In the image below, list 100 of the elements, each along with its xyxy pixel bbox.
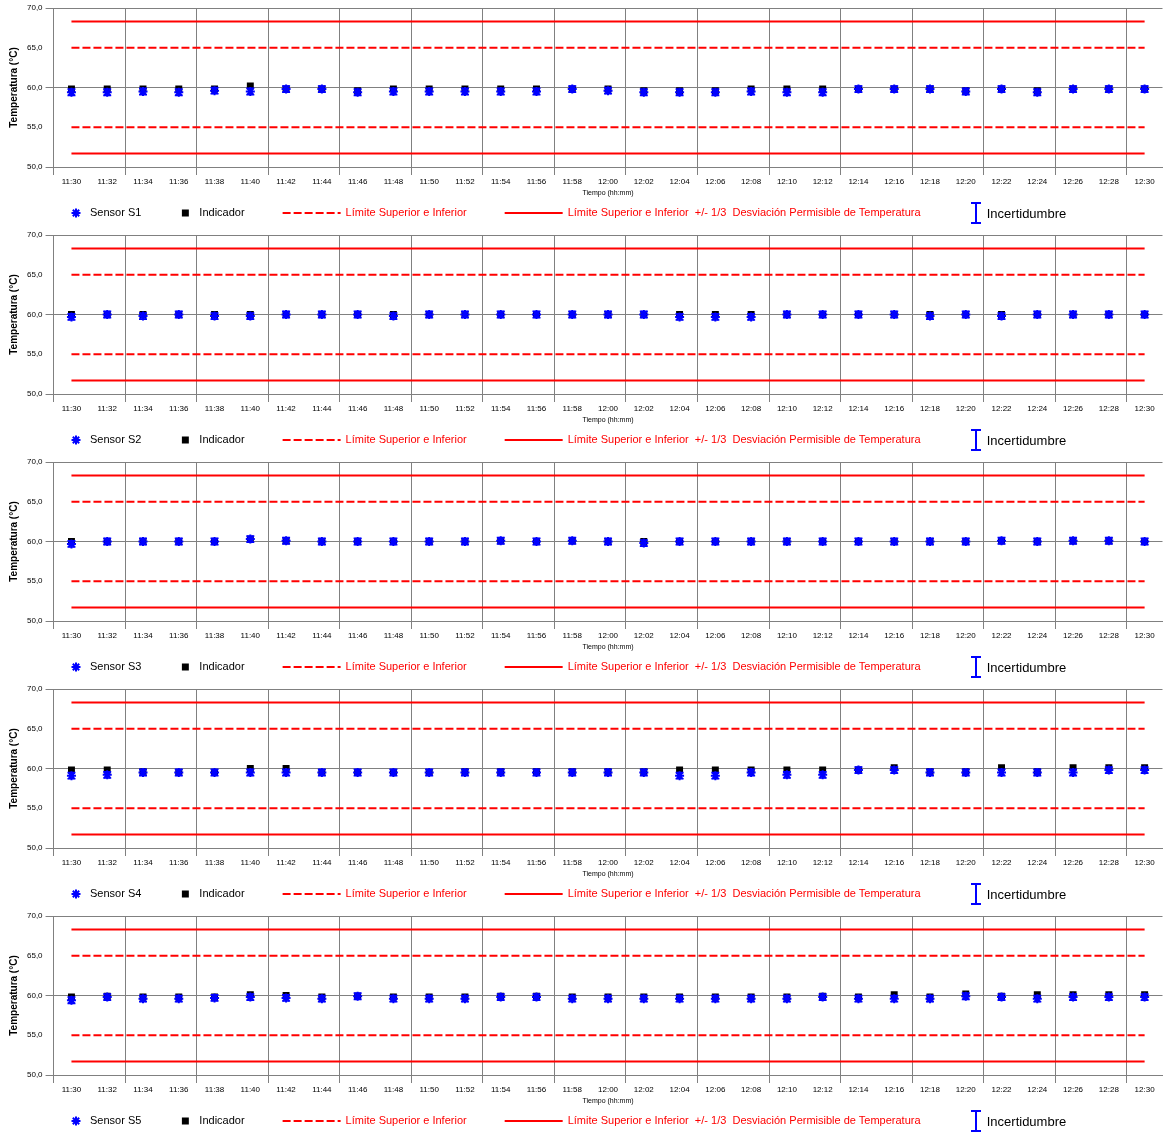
x-tick-label: 11:56 [526,631,547,640]
x-tick-label: 11:36 [169,404,190,413]
x-tick-label: 12:22 [991,1085,1013,1094]
y-tick-label: 60,0 [26,82,44,92]
x-tick-label: 12:20 [955,1085,977,1094]
x-tick-label: 11:56 [526,1085,547,1094]
x-tick-label: 11:54 [491,631,511,640]
x-tick-label: 12:06 [705,631,726,640]
x-tick-label: 11:54 [491,177,511,186]
x-tick-label: 11:52 [455,858,476,867]
x-tick-label: 12:30 [1134,858,1156,867]
x-tick-label: 11:46 [347,404,368,413]
x-tick-label: 11:50 [419,1085,440,1094]
x-tick-label: 11:36 [169,177,190,186]
x-tick-label: 11:48 [383,631,404,640]
x-tick-label: 12:00 [598,858,619,867]
x-tick-label: 12:14 [848,177,869,186]
x-tick-label: 11:30 [61,631,82,640]
y-tick-label: 70,0 [26,3,44,13]
x-tick-label: 11:58 [562,404,583,413]
x-tick-label: 11:56 [526,404,547,413]
x-tick-label: 11:40 [240,1085,261,1094]
x-tick-label: 12:30 [1134,404,1156,413]
y-tick-label: 55,0 [26,122,44,132]
y-tick-label: 65,0 [26,950,44,960]
x-tick-label: 12:06 [705,177,726,186]
x-tick-label: 12:02 [633,858,655,867]
x-tick-label: 12:22 [991,631,1013,640]
y-tick-label: 65,0 [26,723,44,733]
x-tick-label: 12:16 [884,858,905,867]
x-tick-label: 12:22 [991,177,1013,186]
x-tick-label: 11:34 [133,404,154,413]
x-tick-label: 11:48 [383,858,404,867]
x-tick-label: 12:28 [1098,858,1120,867]
x-tick-label: 11:50 [419,631,440,640]
x-tick-label: 12:18 [919,858,941,867]
x-tick-label: 12:02 [633,404,655,413]
x-tick-label: 12:10 [776,631,798,640]
x-tick-label: 12:24 [1027,404,1048,413]
x-tick-label: 11:34 [133,631,154,640]
y-tick-label: 50,0 [26,1070,44,1080]
text: Límite Superior e Inferior [345,206,468,219]
y-tick-label: 70,0 [26,457,44,467]
x-tick-label: 11:30 [61,858,82,867]
legend-label: Sensor S2 [90,433,142,446]
x-tick-label: 12:12 [812,858,834,867]
x-tick-label: 12:10 [776,1085,798,1094]
x-tick-label: 11:46 [347,1085,368,1094]
x-tick-label: 11:58 [562,1085,583,1094]
x-tick-label: 12:30 [1134,1085,1156,1094]
legend-label: Indicador [199,433,245,446]
x-tick-label: 11:36 [169,631,190,640]
x-tick-label: 11:54 [491,1085,511,1094]
y-tick-label: 55,0 [26,576,44,586]
x-tick-label: 11:42 [276,858,297,867]
x-tick-label: 12:12 [812,1085,834,1094]
x-tick-label: 12:30 [1134,177,1156,186]
x-tick-label: 12:20 [955,404,977,413]
text: Límite Superior e Inferior +/- 1/3 Desviación Permisible de Temperatura [567,660,922,673]
y-tick-label: 55,0 [26,803,44,813]
x-tick-label: 12:04 [669,177,691,186]
x-tick-label: 11:38 [204,404,225,413]
x-tick-label: 12:22 [991,404,1013,413]
text: Incertidumbre [986,886,1067,902]
legend-label: Indicador [199,1114,245,1127]
x-tick-label: 11:30 [61,177,82,186]
x-tick-label: 12:24 [1027,631,1048,640]
x-tick-label: 12:20 [955,177,977,186]
text: Límite Superior e Inferior [345,660,468,673]
text: Límite Superior e Inferior [345,887,468,900]
x-tick-label: 11:40 [240,404,261,413]
x-tick-label: 12:04 [669,1085,691,1094]
x-tick-label: 12:24 [1027,858,1048,867]
text: Incertidumbre [986,659,1067,675]
x-tick-label: 11:42 [276,1085,297,1094]
x-tick-label: 12:20 [955,631,977,640]
x-tick-label: 12:08 [741,858,762,867]
x-tick-label: 12:00 [598,177,619,186]
x-tick-label: 12:08 [741,1085,762,1094]
x-tick-label: 11:34 [133,177,154,186]
y-tick-label: 65,0 [26,269,44,279]
x-tick-label: 11:54 [491,404,511,413]
y-tick-label: 70,0 [26,684,44,694]
x-tick-label: 12:14 [848,1085,869,1094]
x-tick-label: 12:04 [669,858,691,867]
x-tick-label: 11:38 [204,1085,225,1094]
x-tick-label: 11:30 [61,1085,82,1094]
x-tick-label: 11:36 [169,858,190,867]
x-tick-label: 12:26 [1063,404,1084,413]
text: Límite Superior e Inferior [345,1114,468,1127]
x-tick-label: 12:08 [741,404,762,413]
x-tick-label: 12:14 [848,631,869,640]
x-tick-label: 11:46 [347,631,368,640]
x-tick-label: 11:42 [276,631,297,640]
x-tick-label: 12:20 [955,858,977,867]
x-tick-label: 11:32 [97,1085,118,1094]
legend-label: Sensor S5 [90,1114,142,1127]
x-tick-label: 12:00 [598,1085,619,1094]
y-tick-label: 65,0 [26,496,44,506]
x-tick-label: 11:58 [562,631,583,640]
